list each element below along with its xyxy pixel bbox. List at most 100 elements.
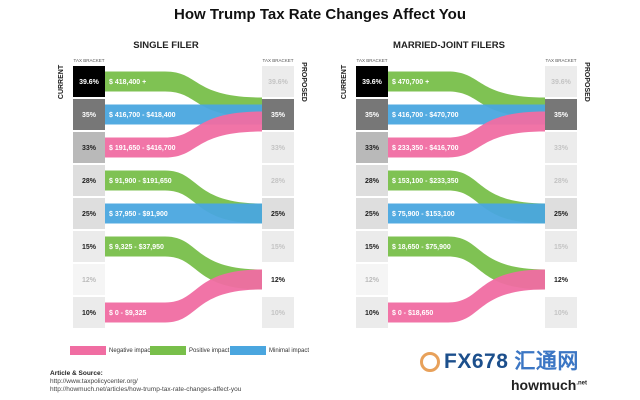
tax-bracket-header: TAX BRACKET <box>263 58 294 63</box>
flow-income-label: $ 153,100 - $233,350 <box>392 178 459 185</box>
fx678-name: FX678 <box>444 350 509 373</box>
source-link[interactable]: http://www.taxpolicycenter.org/ <box>50 378 138 385</box>
howmuch-suffix: .net <box>576 380 588 387</box>
current-bracket-label: 25% <box>365 211 380 218</box>
current-bracket-label: 33% <box>365 145 380 152</box>
current-bracket-label: 39.6% <box>79 79 100 86</box>
proposed-bracket-box <box>545 99 577 130</box>
page-title: How Trump Tax Rate Changes Affect You <box>174 6 466 23</box>
tax-bracket-header: TAX BRACKET <box>546 58 577 63</box>
source-block: Article & Source: http://www.taxpolicyce… <box>50 370 241 394</box>
legend-item-negative: Negative impact <box>70 346 152 355</box>
tax-bracket-header: TAX BRACKET <box>357 58 388 63</box>
proposed-bracket-box <box>262 198 294 229</box>
proposed-axis-label: PROPOSED <box>583 62 590 102</box>
proposed-bracket-label: 15% <box>271 244 286 251</box>
current-bracket-label: 35% <box>365 112 380 119</box>
proposed-bracket-box <box>262 231 294 262</box>
current-bracket-box <box>356 231 388 262</box>
proposed-bracket-label: 10% <box>271 310 286 317</box>
proposed-bracket-label: 33% <box>554 145 569 152</box>
fx678-watermark: FX678 汇通网 <box>420 345 579 375</box>
current-bracket-box <box>356 297 388 328</box>
current-bracket-box <box>73 165 105 196</box>
legend-item-minimal: Minimal impact <box>230 346 309 355</box>
current-bracket-label: 10% <box>82 310 97 317</box>
proposed-bracket-label: 12% <box>554 277 569 284</box>
proposed-bracket-box <box>545 264 577 295</box>
current-bracket-label: 39.6% <box>362 79 383 86</box>
current-bracket-box <box>356 66 388 97</box>
flow-income-label: $ 75,900 - $153,100 <box>392 211 455 218</box>
proposed-bracket-box <box>545 66 577 97</box>
tax-bracket-header: TAX BRACKET <box>74 58 105 63</box>
flow-income-label: $ 0 - $9,325 <box>109 310 146 317</box>
panel-title: MARRIED-JOINT FILERS <box>393 40 505 51</box>
current-bracket-box <box>356 165 388 196</box>
current-bracket-label: 10% <box>365 310 380 317</box>
current-bracket-box <box>73 264 105 295</box>
flow-income-label: $ 233,350 - $416,700 <box>392 145 459 152</box>
legend-swatch-negative <box>70 346 106 355</box>
proposed-bracket-label: 25% <box>554 211 569 218</box>
proposed-bracket-label: 15% <box>554 244 569 251</box>
flow-income-label: $ 416,700 - $470,700 <box>392 112 459 119</box>
legend-swatch-minimal <box>230 346 266 355</box>
proposed-bracket-box <box>262 132 294 163</box>
flow-income-label: $ 416,700 - $418,400 <box>109 112 176 119</box>
current-bracket-label: 12% <box>82 277 97 284</box>
current-bracket-label: 35% <box>82 112 97 119</box>
proposed-bracket-box <box>545 165 577 196</box>
proposed-bracket-label: 12% <box>271 277 286 284</box>
current-bracket-box <box>73 297 105 328</box>
proposed-bracket-label: 28% <box>271 178 286 185</box>
source-link[interactable]: http://howmuch.net/articles/how-trump-ta… <box>50 386 242 393</box>
current-bracket-box <box>356 132 388 163</box>
current-bracket-label: 15% <box>365 244 380 251</box>
proposed-bracket-box <box>545 198 577 229</box>
current-bracket-box <box>73 231 105 262</box>
flow-band-negative <box>105 269 262 323</box>
panel-title: SINGLE FILER <box>133 40 199 51</box>
proposed-bracket-label: 35% <box>271 112 286 119</box>
current-bracket-label: 28% <box>82 178 97 185</box>
flow-income-label: $ 191,650 - $416,700 <box>109 145 176 152</box>
panel-married-joint-filers: MARRIED-JOINT FILERS TAX BRACKET TAX BRACK… <box>341 40 590 328</box>
proposed-bracket-label: 10% <box>554 310 569 317</box>
legend-swatch-positive <box>150 346 186 355</box>
current-bracket-label: 25% <box>82 211 97 218</box>
fx678-logo-icon <box>420 352 440 373</box>
flow-band-negative <box>105 111 262 158</box>
flow-band-negative <box>388 269 545 323</box>
flow-income-label: $ 0 - $18,650 <box>392 310 433 317</box>
current-bracket-box <box>73 66 105 97</box>
proposed-bracket-box <box>262 99 294 130</box>
proposed-bracket-box <box>545 132 577 163</box>
howmuch-logo: howmuch.net <box>511 377 587 393</box>
proposed-bracket-label: 33% <box>271 145 286 152</box>
panel-single-filer: SINGLE FILER TAX BRACKET TAX BRACKET CURREN… <box>58 40 307 328</box>
flow-income-label: $ 418,400 + <box>109 79 146 86</box>
flow-band-negative <box>388 111 545 158</box>
current-bracket-label: 33% <box>82 145 97 152</box>
proposed-bracket-box <box>262 297 294 328</box>
proposed-bracket-box <box>545 231 577 262</box>
proposed-axis-label: PROPOSED <box>300 62 307 102</box>
current-bracket-box <box>356 198 388 229</box>
current-axis-label: CURRENT <box>341 64 348 99</box>
source-heading: Article & Source: <box>50 370 103 377</box>
flow-income-label: $ 470,700 + <box>392 79 429 86</box>
flow-band-minimal <box>105 203 262 224</box>
proposed-bracket-box <box>262 66 294 97</box>
current-bracket-box <box>356 264 388 295</box>
current-bracket-box <box>356 99 388 130</box>
legend-label-negative: Negative impact <box>109 347 153 354</box>
proposed-bracket-label: 28% <box>554 178 569 185</box>
current-bracket-label: 12% <box>365 277 380 284</box>
flow-income-label: $ 18,650 - $75,900 <box>392 244 451 251</box>
proposed-bracket-label: 25% <box>271 211 286 218</box>
proposed-bracket-box <box>545 297 577 328</box>
flow-income-label: $ 91,900 - $191,650 <box>109 178 172 185</box>
legend-label-minimal: Minimal impact <box>269 347 310 354</box>
